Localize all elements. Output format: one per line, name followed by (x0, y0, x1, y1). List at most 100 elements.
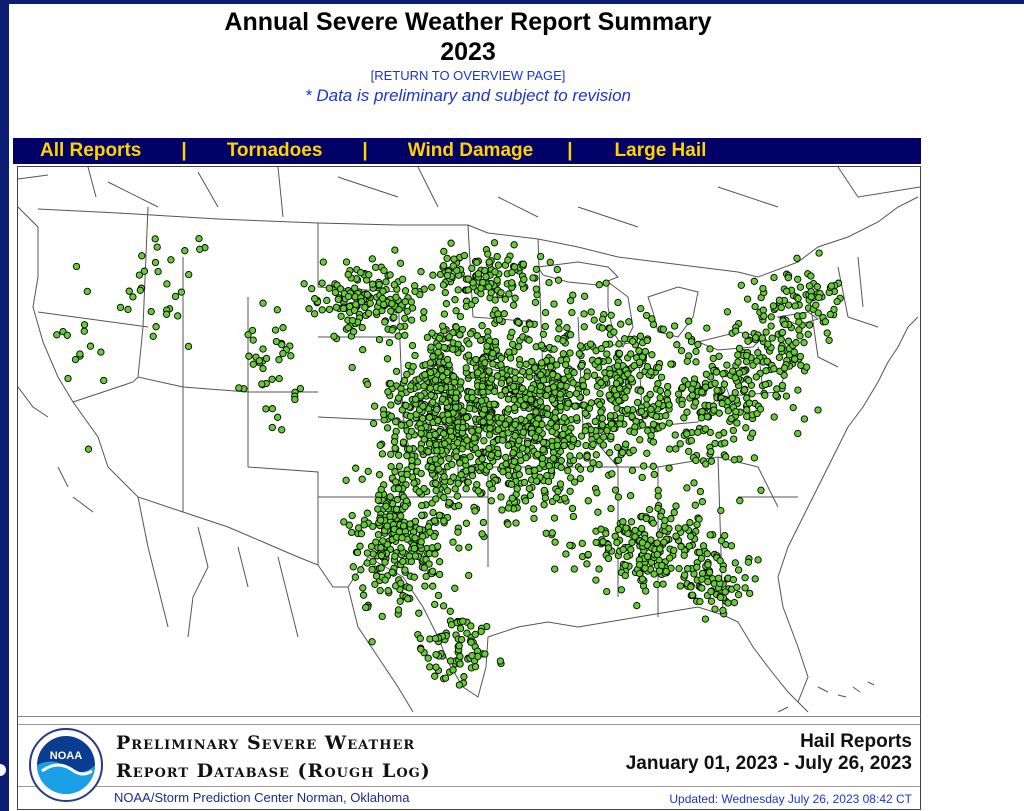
hail-report-marker (722, 541, 730, 549)
hail-report-marker (381, 318, 389, 326)
hail-report-marker (607, 311, 615, 319)
hail-report-marker (693, 520, 701, 529)
hail-report-marker (479, 518, 488, 527)
hail-report-map (17, 166, 921, 718)
return-to-overview-link[interactable]: [RETURN TO OVERVIEW PAGE] (370, 68, 566, 83)
hail-report-marker (710, 406, 718, 414)
hail-report-marker (559, 430, 567, 439)
hail-report-marker (440, 517, 448, 525)
nav-wind-damage[interactable]: Wind Damage (407, 140, 534, 161)
hail-report-marker (365, 309, 373, 317)
nav-large-hail[interactable]: Large Hail (614, 140, 707, 161)
hail-report-marker (550, 345, 558, 353)
hail-report-marker (649, 420, 658, 428)
hail-report-marker (485, 367, 493, 375)
hail-report-marker (351, 573, 360, 581)
nav-tornadoes[interactable]: Tornadoes (226, 140, 323, 161)
hail-report-marker (348, 363, 356, 372)
hail-report-marker (319, 258, 327, 266)
hail-report-marker (615, 340, 623, 348)
hail-report-marker (407, 316, 416, 324)
database-title-line2: Report Database (Rough Log) (116, 760, 431, 782)
hail-report-marker (149, 332, 157, 340)
nav-all-reports[interactable]: All Reports (40, 140, 142, 161)
hail-report-marker (348, 316, 357, 325)
hail-report-marker (76, 350, 84, 358)
hail-report-marker (420, 382, 428, 390)
hail-report-marker (80, 327, 88, 335)
hail-report-marker (357, 566, 365, 574)
hail-report-marker (814, 309, 822, 317)
hail-report-marker (445, 333, 453, 341)
hail-report-marker (486, 424, 494, 432)
hail-report-marker (359, 346, 367, 354)
hail-report-marker (643, 363, 652, 371)
hail-report-marker (642, 311, 651, 320)
hail-report-marker (255, 357, 264, 365)
hail-report-marker (703, 324, 711, 332)
hail-report-marker (378, 450, 387, 458)
hail-report-marker (752, 373, 760, 381)
hail-report-marker (507, 480, 516, 488)
hail-report-marker (698, 584, 706, 592)
hail-report-marker (407, 382, 415, 390)
hail-report-marker (138, 252, 146, 260)
hail-report-marker (536, 382, 545, 390)
hail-report-marker (795, 318, 803, 326)
hail-report-marker (259, 299, 267, 307)
hail-report-marker (770, 413, 778, 421)
hail-report-marker (557, 456, 565, 465)
hail-report-marker (519, 367, 527, 376)
hail-report-marker (714, 574, 723, 582)
hail-report-marker (622, 440, 630, 448)
hail-report-marker (566, 349, 574, 357)
hail-report-marker (539, 438, 548, 447)
hail-report-marker (468, 394, 476, 402)
hail-report-marker (397, 512, 405, 520)
hail-report-marker (435, 511, 444, 519)
hail-report-marker (415, 488, 423, 496)
hail-report-marker (497, 379, 505, 387)
hail-report-marker (429, 271, 437, 279)
hail-report-marker (680, 551, 688, 559)
hail-report-marker (344, 292, 353, 301)
hail-report-marker (375, 471, 384, 479)
hail-report-marker (487, 451, 496, 459)
hail-report-marker (556, 390, 564, 398)
hail-report-marker (701, 425, 710, 433)
hail-report-marker (743, 406, 751, 414)
map-footer: NOAA Preliminary Severe Weather Report D… (17, 716, 921, 810)
hail-report-marker (784, 337, 793, 345)
hail-report-marker (794, 275, 802, 283)
hail-report-marker (375, 335, 384, 344)
hail-report-marker (497, 361, 505, 369)
hail-report-marker (465, 543, 473, 551)
hail-report-marker (457, 635, 466, 644)
hail-report-marker (408, 456, 416, 464)
hail-report-marker (508, 279, 516, 287)
hail-report-marker (604, 554, 613, 563)
hail-report-marker (259, 364, 267, 373)
hail-report-marker (629, 337, 637, 345)
hail-report-marker (388, 300, 396, 308)
hail-report-marker (340, 518, 348, 526)
hail-report-marker (757, 486, 765, 494)
hail-report-marker (676, 440, 684, 448)
hail-report-marker (434, 591, 443, 600)
hail-report-marker (504, 405, 513, 413)
hail-report-marker (440, 261, 448, 270)
hail-report-marker (367, 542, 376, 551)
hail-report-marker (696, 597, 704, 606)
hail-report-marker (401, 566, 409, 574)
hail-report-marker (435, 570, 444, 579)
hail-report-marker (479, 278, 487, 287)
hail-report-marker (797, 361, 805, 369)
hail-report-marker (560, 424, 569, 432)
hail-report-marker (807, 293, 815, 301)
hail-report-marker (706, 428, 714, 437)
hail-report-marker (387, 401, 395, 409)
hail-report-marker (782, 392, 791, 400)
hail-report-marker (737, 281, 745, 289)
hail-report-marker (546, 363, 555, 371)
hail-report-marker (578, 361, 586, 370)
